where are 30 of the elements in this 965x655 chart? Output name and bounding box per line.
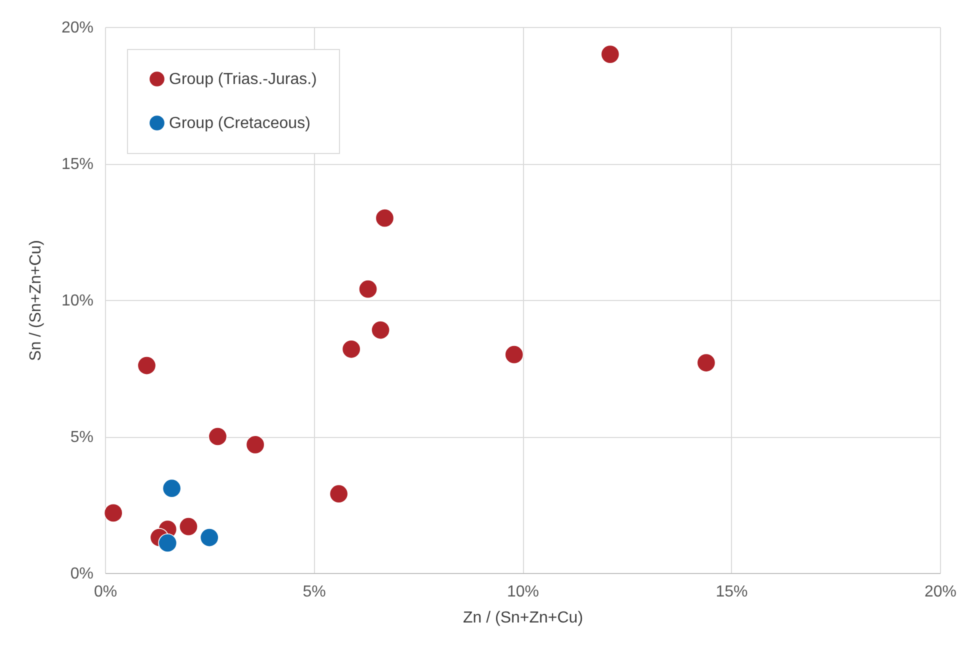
legend-label: Group (Cretaceous) xyxy=(169,115,310,132)
point xyxy=(208,427,228,446)
point xyxy=(342,340,361,359)
x-tick-label: 10% xyxy=(506,584,540,600)
point xyxy=(358,280,378,299)
point xyxy=(504,345,524,364)
x-axis-title: Zn / (Sn+Zn+Cu) xyxy=(462,610,584,626)
point xyxy=(600,44,620,64)
point xyxy=(104,503,123,522)
y-tick-label: 15% xyxy=(61,156,94,173)
point xyxy=(179,517,198,536)
y-tick-label: 10% xyxy=(61,292,94,310)
point xyxy=(696,353,716,372)
x-tick-label: 0% xyxy=(94,584,118,600)
x-tick-label: 20% xyxy=(924,584,957,600)
point xyxy=(329,484,348,504)
y-tick-label: 5% xyxy=(70,429,94,446)
y-tick-label: 0% xyxy=(70,566,94,582)
point xyxy=(246,435,265,454)
x-tick-label: 5% xyxy=(302,584,326,600)
legend-label: Group (Trias.-Juras.) xyxy=(169,71,317,88)
y-axis-title: Sn / (Sn+Zn+Cu) xyxy=(27,240,44,361)
y-tick-label: 20% xyxy=(61,20,94,36)
point xyxy=(371,320,390,340)
point xyxy=(158,534,178,552)
point xyxy=(162,478,182,498)
x-tick-label: 15% xyxy=(716,584,748,600)
point xyxy=(375,208,394,228)
point xyxy=(200,528,219,547)
point xyxy=(137,356,156,375)
